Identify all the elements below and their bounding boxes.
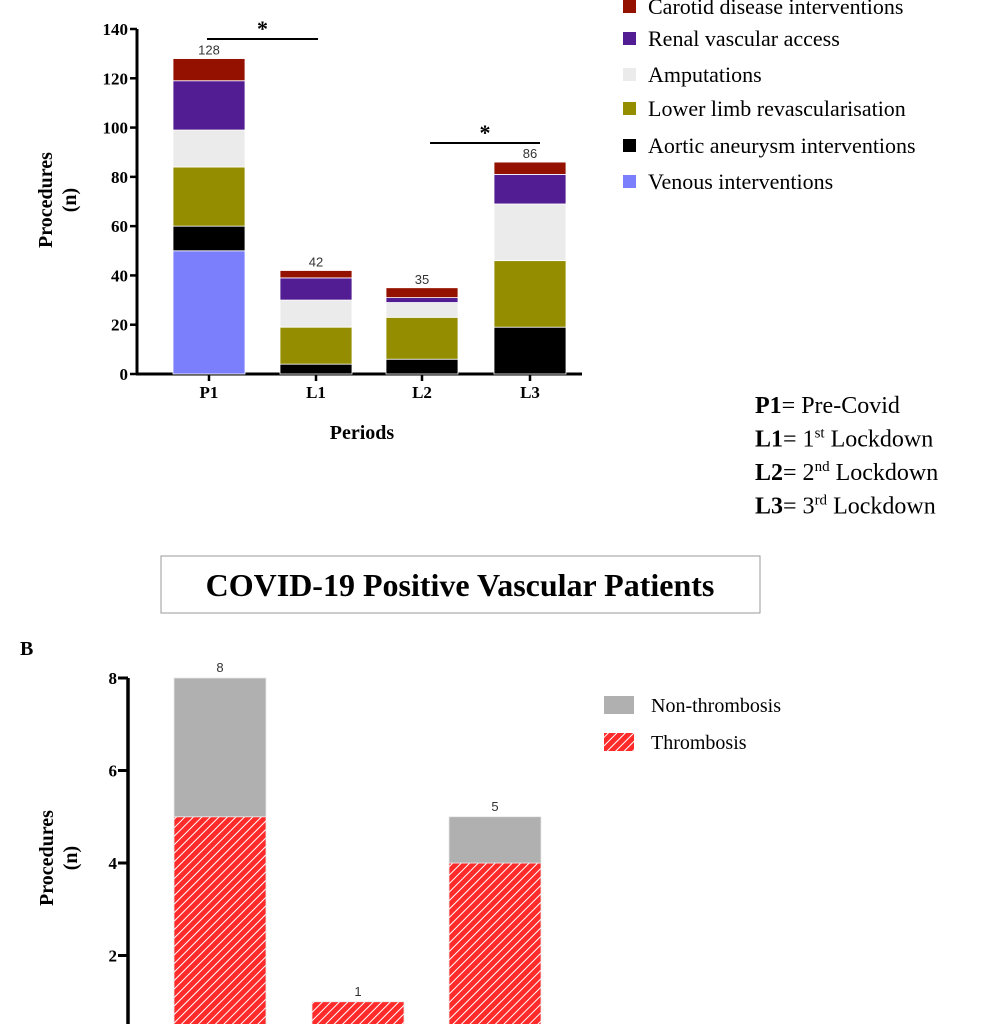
period-code: L2 <box>755 460 783 486</box>
legend-label: Carotid disease interventions <box>648 0 903 19</box>
bar-segment-carotid-disease-interventions <box>172 58 246 82</box>
period-ordinal: nd <box>815 459 831 475</box>
y-axis-title: (n) <box>60 846 82 870</box>
legend-swatch <box>623 0 636 13</box>
x-tick-label: L1 <box>306 383 326 402</box>
legend-swatch <box>623 102 636 115</box>
period-code: P1 <box>755 393 782 419</box>
y-axis-title: (n) <box>59 188 81 212</box>
y-tick-label: 20 <box>111 316 128 335</box>
y-tick-label: 120 <box>103 69 129 88</box>
bar-segment-aortic-aneurysm-interventions <box>385 358 459 375</box>
total-label: 86 <box>523 146 537 161</box>
x-tick-label: P1 <box>200 383 219 402</box>
bar-segment-amputations <box>493 203 567 262</box>
bar-segment-amputations <box>172 129 246 168</box>
bar-segment-thrombosis <box>448 862 542 1024</box>
x-tick-label: L3 <box>520 383 540 402</box>
bar-segment-lower-limb-revascularisation <box>493 260 567 328</box>
period-desc-suffix: Lockdown <box>825 427 934 453</box>
bar-segment-renal-vascular-access <box>385 297 459 303</box>
y-tick-label: 0 <box>120 365 129 384</box>
bar-segment-amputations <box>279 299 353 328</box>
bar-segment-renal-vascular-access <box>279 277 353 301</box>
panel-label-b: B <box>20 638 33 660</box>
total-label: 128 <box>198 43 220 58</box>
bar-segment-lower-limb-revascularisation <box>279 326 353 365</box>
legend-swatch <box>623 68 636 81</box>
period-code: L3 <box>755 494 783 520</box>
total-label: 42 <box>309 255 323 270</box>
bar-segment-renal-vascular-access <box>493 173 567 205</box>
period-key-entry: P1= Pre-Covid <box>755 393 900 419</box>
x-axis-title: Periods <box>330 422 395 444</box>
title-box: COVID-19 Positive Vascular Patients <box>160 555 761 614</box>
legend-label: Aortic aneurysm interventions <box>648 133 916 158</box>
bar-segment-aortic-aneurysm-interventions <box>493 326 567 375</box>
legend-swatch <box>623 139 636 152</box>
legend-label: Non-thrombosis <box>651 695 781 717</box>
chart-b-title: COVID-19 Positive Vascular Patients <box>206 567 715 603</box>
legend-label: Renal vascular access <box>648 26 840 51</box>
legend-label: Thrombosis <box>651 732 747 754</box>
bar-segment-thrombosis <box>311 1001 405 1024</box>
period-desc-suffix: Lockdown <box>830 460 939 486</box>
y-tick-label: 8 <box>109 669 118 688</box>
period-ordinal: rd <box>815 493 828 509</box>
bar-segment-venous-interventions <box>172 250 246 375</box>
legend-swatch <box>623 32 636 45</box>
period-desc: = Pre-Covid <box>782 393 900 419</box>
period-key-entry: L2= 2nd Lockdown <box>755 459 938 486</box>
bar-segment-carotid-disease-interventions <box>385 287 459 299</box>
significance-star: * <box>480 120 491 145</box>
total-label: 8 <box>216 660 223 675</box>
period-desc: = 2 <box>783 460 815 486</box>
legend-label: Lower limb revascularisation <box>648 96 906 121</box>
bar-segment-carotid-disease-interventions <box>493 161 567 175</box>
period-code: L1 <box>755 427 783 453</box>
period-desc: = 3 <box>783 494 815 520</box>
bar-segment-lower-limb-revascularisation <box>385 316 459 360</box>
bar-segment-non-thrombosis <box>448 816 542 864</box>
legend-swatch <box>604 696 634 714</box>
bar-segment-non-thrombosis <box>173 677 267 818</box>
y-tick-label: 140 <box>103 20 129 39</box>
period-desc-suffix: Lockdown <box>827 494 936 520</box>
legend-label: Venous interventions <box>648 169 833 194</box>
bar-segment-aortic-aneurysm-interventions <box>279 363 353 375</box>
bar-segment-carotid-disease-interventions <box>279 270 353 279</box>
bar-segment-amputations <box>385 302 459 318</box>
y-axis-title: Procedures <box>36 810 58 906</box>
legend-swatch <box>604 733 634 751</box>
y-tick-label: 80 <box>111 168 128 187</box>
period-key-entry: L3= 3rd Lockdown <box>755 493 936 520</box>
chart-b: 2 4 6 8 Procedures (n) 8 1 5 Non-thrombosis Thromb… <box>36 660 781 1024</box>
period-desc: = 1 <box>783 427 815 453</box>
y-tick-label: 4 <box>109 854 118 873</box>
period-key-entry: L1= 1st Lockdown <box>755 426 933 453</box>
total-label: 5 <box>491 799 498 814</box>
bar-segment-renal-vascular-access <box>172 80 246 131</box>
bar-segment-lower-limb-revascularisation <box>172 166 246 227</box>
bar-segment-thrombosis <box>173 816 267 1024</box>
significance-star: * <box>257 16 268 41</box>
legend-swatch <box>623 175 636 188</box>
y-tick-label: 60 <box>111 217 128 236</box>
legend-label: Amputations <box>648 62 762 87</box>
y-tick-label: 2 <box>109 947 118 966</box>
total-label: 1 <box>354 984 361 999</box>
period-ordinal: st <box>815 426 826 442</box>
total-label: 35 <box>415 272 429 287</box>
y-tick-label: 40 <box>111 266 128 285</box>
y-axis-title: Procedures <box>35 152 57 248</box>
x-tick-label: L2 <box>412 383 432 402</box>
y-tick-label: 6 <box>109 762 118 781</box>
bar-segment-aortic-aneurysm-interventions <box>172 225 246 252</box>
chart-a: 0 20 40 60 80 100 120 140 P1 128 L1 42 L2 35 L3 86 Perio… <box>35 0 916 444</box>
y-tick-label: 100 <box>103 119 129 138</box>
